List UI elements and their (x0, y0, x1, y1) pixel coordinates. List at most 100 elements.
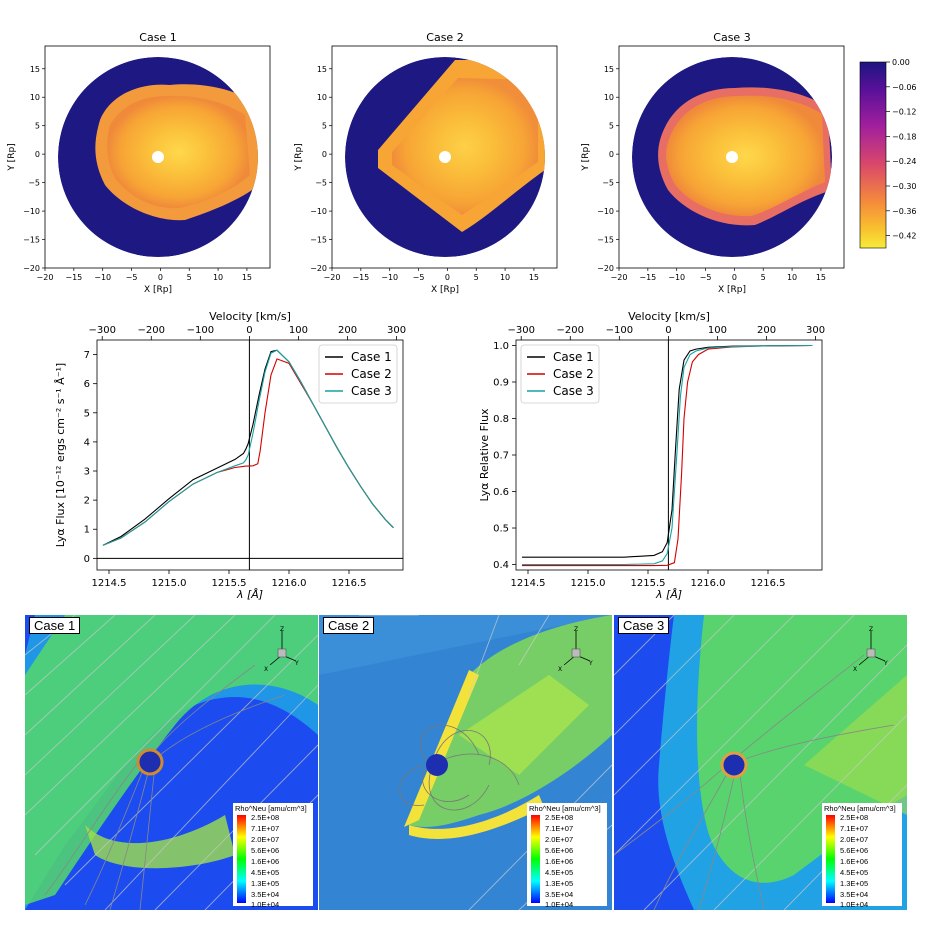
x2-tick-label: −100 (606, 325, 633, 336)
simulation-colorbar-title: Rho^Neu [amu/cm^3] (235, 804, 307, 813)
simulation-label: Case 2 (323, 617, 375, 634)
relative-flux-chart: 1214.5 1215.0 1215.5 1216.0 1216.5 0.4 0.5 0.6 0… (478, 310, 825, 601)
y-tick-label: 1.0 (493, 341, 509, 352)
x-tick-label: 1215.5 (212, 578, 247, 589)
simulation-colorbar-tick: 2.5E+08 (545, 813, 574, 822)
x-tick-label: −10 (381, 273, 398, 282)
x-tick-label: −20 (324, 273, 341, 282)
map-title: Case 3 (713, 31, 750, 44)
series-line-case-3 (522, 344, 813, 566)
simulation-colorbar-tick: 2.0E+07 (545, 835, 574, 844)
y-tick-label: −5 (28, 179, 40, 188)
simulation-panel-case3: Case 3 Z Y X Rho^Neu [amu/cm^3] 2.5E+08 … (614, 615, 907, 910)
legend-label: Case 1 (553, 350, 594, 364)
map-frame (44, 45, 271, 269)
simulation-colorbar-tick: 5.6E+06 (545, 846, 574, 855)
x-axis-label: X [Rp] (431, 285, 459, 295)
x2-tick-label: −200 (557, 325, 584, 336)
x-tick-label: 1214.5 (511, 578, 546, 589)
legend-box (520, 344, 600, 404)
density-inner (107, 95, 251, 209)
svg-text:X: X (853, 666, 857, 673)
planet-marker (439, 151, 451, 163)
x-axis-label: λ [Å] (236, 588, 263, 601)
x-tick-label: 0 (732, 273, 737, 282)
x-tick-label: −20 (611, 273, 628, 282)
simulation-colorbar-tick: 1.6E+06 (545, 857, 574, 866)
map-panel-case3: Case 3 −20 −15 −10 −5 0 5 10 15 15 10 5 0 −5 −10 −15 −2… (581, 31, 845, 295)
x-tick-label: 0 (158, 273, 163, 282)
y-tick-label: 0 (609, 150, 614, 159)
x-tick-label: 15 (242, 273, 252, 282)
simulation-colorbar-title: Rho^Neu [amu/cm^3] (824, 804, 896, 813)
legend: Case 1 Case 2 Case 3 (318, 344, 398, 404)
simulation-colorbar-tick: 4.5E+05 (545, 868, 574, 877)
x-tick-label: −5 (700, 273, 712, 282)
simulation-colorbar-title: Rho^Neu [amu/cm^3] (529, 804, 601, 813)
legend-label: Case 3 (351, 384, 392, 398)
simulation-colorbar-tick: 4.5E+05 (840, 868, 869, 877)
x-tick-label: −15 (65, 273, 82, 282)
map-panel-case2: Case 2 −20 −15 −10 −5 0 5 10 15 15 10 5 0 −5 −10 −15 −2… (294, 31, 558, 295)
density-inner (666, 95, 825, 217)
simulation-label: Case 1 (29, 617, 81, 634)
x-tick-label: −5 (413, 273, 425, 282)
x-tick-label: −20 (37, 273, 54, 282)
y-tick-label: −10 (597, 207, 614, 216)
simulation-colorbar-tick: 7.1E+07 (251, 824, 280, 833)
simulation-colorbar-gradient (531, 815, 540, 903)
map-panel-case1: Case 1 −20 −15 −10 −5 0 5 10 15 15 10 5 0 −5 −10 −15 −2… (7, 31, 271, 295)
simulation-colorbar-tick: 5.6E+06 (251, 846, 280, 855)
simulation-render (25, 615, 318, 910)
x-axis-label: X [Rp] (144, 285, 172, 295)
x2-tick-label: 200 (338, 325, 357, 336)
x2-tick-label: −300 (88, 325, 115, 336)
y-tick-label: 3 (84, 467, 90, 478)
simulation-colorbar-tick: 2.0E+07 (840, 835, 869, 844)
x-tick-label: 1215.0 (571, 578, 606, 589)
x2-tick-label: 300 (387, 325, 406, 336)
simulation-colorbar-tick: 3.5E+04 (840, 890, 869, 899)
colorbar-tick-label: −0.24 (892, 157, 917, 166)
simulation-colorbar-tick: 2.0E+07 (251, 835, 280, 844)
y-tick-label: 0 (322, 150, 327, 159)
simulation-colorbar-gradient (237, 815, 246, 903)
x2-tick-label: 300 (806, 325, 825, 336)
simulation-colorbar-tick: 7.1E+07 (545, 824, 574, 833)
y-tick-label: 15 (604, 65, 614, 74)
x-tick-label: 10 (500, 273, 510, 282)
x-tick-label: 10 (787, 273, 797, 282)
simulation-colorbar-tick: 1.3E+05 (545, 879, 574, 888)
simulation-colorbar-tick: 1.6E+06 (251, 857, 280, 866)
simulation-colorbar-tick: 1.0E+04 (545, 900, 574, 909)
svg-text:X: X (558, 666, 562, 673)
x2-tick-label: 200 (757, 325, 776, 336)
legend-label: Case 1 (351, 350, 392, 364)
x-tick-label: 1216.0 (272, 578, 307, 589)
simulation-colorbar-tick: 2.5E+08 (840, 813, 869, 822)
legend-label: Case 3 (553, 384, 594, 398)
x2-tick-label: 0 (665, 325, 671, 336)
x-tick-label: 10 (213, 273, 223, 282)
colorbar-gradient (859, 61, 887, 249)
colorbar-tick-label: −0.42 (892, 232, 917, 241)
simulation-label: Case 3 (618, 617, 670, 634)
x-tick-label: −10 (94, 273, 111, 282)
x-tick-label: 1216.0 (691, 578, 726, 589)
svg-text:Z: Z (869, 626, 873, 633)
x2-tick-label: 0 (246, 325, 252, 336)
x2-tick-label: 100 (289, 325, 308, 336)
x2-axis-label: Velocity [km/s] (628, 310, 710, 323)
legend-box (318, 344, 398, 404)
y-axis-label: Y [Rp] (294, 143, 304, 171)
y-tick-label: 5 (609, 122, 614, 131)
simulation-colorbar-tick: 2.5E+08 (251, 813, 280, 822)
planet-marker (152, 151, 164, 163)
x-tick-label: 1216.5 (332, 578, 367, 589)
y-tick-label: −15 (597, 236, 614, 245)
y-tick-label: 5 (322, 122, 327, 131)
svg-text:Z: Z (574, 626, 578, 633)
colorbar: 0.00 −0.06 −0.12 −0.18 −0.24 −0.30 −0.36 −0.42 (859, 58, 917, 249)
plot-frame (96, 339, 404, 571)
simulation-colorbar-tick: 1.0E+04 (251, 900, 280, 909)
